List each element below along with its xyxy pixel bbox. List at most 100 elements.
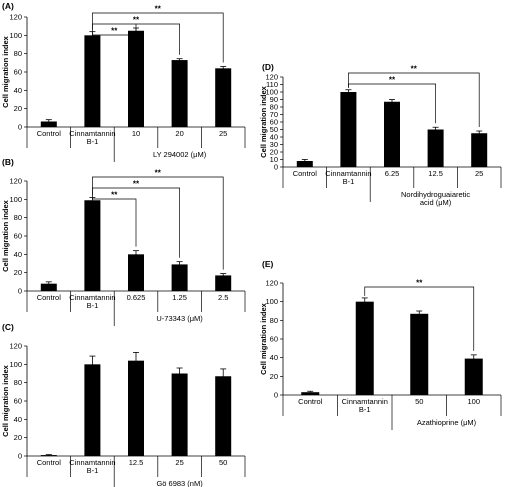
y-tick-label: 120 [9, 13, 22, 22]
category-label: 0.625 [127, 293, 146, 302]
panel-label: (E) [262, 259, 274, 269]
category-label: 50 [219, 458, 227, 467]
bar-4 [215, 376, 232, 456]
significance-bracket [92, 195, 137, 247]
y-tick-label: 60 [270, 118, 278, 127]
bar-0 [296, 161, 313, 167]
group-label: LY 294002 (μM) [153, 150, 207, 159]
y-tick-label: 0 [18, 452, 22, 461]
significance-bracket [348, 72, 480, 127]
bar-0 [40, 283, 57, 291]
y-axis-label: Cell migration index [259, 302, 268, 375]
category-label: Control [298, 397, 323, 406]
chart-panel-b: (B) Cell migration index 0 20 40 60 80 100 120 Co… [1, 157, 246, 326]
category-label: 25 [175, 458, 183, 467]
bar-0 [40, 121, 57, 127]
y-tick-label: 70 [270, 110, 278, 119]
y-tick-label: 80 [14, 49, 22, 58]
bar-3 [464, 358, 483, 395]
bar-1 [355, 301, 374, 395]
significance-label: ** [133, 180, 140, 189]
bar-4 [471, 133, 488, 167]
y-tick-label: 90 [270, 95, 278, 104]
y-axis-label: Cell migration index [1, 35, 10, 108]
bar-3 [171, 373, 188, 456]
category-label: B-1 [87, 137, 99, 146]
category-label: 25 [475, 169, 483, 178]
y-tick-label: 50 [270, 125, 278, 134]
y-tick-label: 100 [9, 195, 22, 204]
category-label: Cinnamtannin [325, 169, 371, 178]
bar-2 [128, 30, 144, 127]
y-tick-label: 0 [18, 123, 22, 132]
bar-4 [215, 275, 232, 291]
category-label: B-1 [87, 301, 99, 310]
bar-0 [301, 392, 320, 395]
significance-label: ** [111, 27, 118, 36]
y-tick-label: 60 [14, 397, 22, 406]
category-label: 25 [219, 129, 227, 138]
category-label: B-1 [359, 405, 371, 414]
category-label: Cinnamtannin [69, 458, 115, 467]
y-tick-label: 80 [14, 213, 22, 222]
y-axis-label: Cell migration index [1, 364, 10, 437]
y-tick-label: 0 [274, 163, 278, 172]
chart-panel-a: (A) Cell migration index 0 20 40 60 80 100 120 Co… [1, 1, 246, 162]
significance-label: ** [389, 76, 396, 85]
bar-1 [84, 200, 101, 291]
bar-1 [84, 35, 101, 128]
category-label: Control [37, 458, 62, 467]
y-tick-label: 40 [14, 415, 22, 424]
bar-4 [215, 68, 232, 127]
y-tick-label: 120 [9, 342, 22, 351]
y-tick-label: 30 [270, 140, 278, 149]
category-label: B-1 [343, 177, 355, 186]
significance-label: ** [133, 16, 140, 25]
bar-3 [171, 264, 188, 291]
significance-label: ** [155, 5, 162, 14]
category-label: 10 [132, 129, 140, 138]
y-tick-label: 20 [270, 148, 278, 157]
category-label: Control [293, 169, 318, 178]
significance-bracket [92, 12, 224, 63]
y-tick-label: 100 [9, 360, 22, 369]
category-label: 6.25 [385, 169, 400, 178]
category-label: Cinnamtannin [69, 129, 115, 138]
y-tick-label: 40 [14, 86, 22, 95]
category-label: 12.5 [428, 169, 443, 178]
significance-label: ** [155, 169, 162, 178]
y-tick-label: 100 [265, 88, 278, 97]
bar-3 [427, 129, 444, 167]
chart-panel-e: (E) Cell migration index 0 20 40 60 80 100 120 Co… [259, 259, 502, 430]
significance-bracket [92, 24, 137, 36]
bar-1 [84, 364, 101, 456]
category-label: Cinnamtannin [69, 293, 115, 302]
category-label: Cinnamtannin [342, 397, 388, 406]
bar-1 [340, 92, 357, 167]
bar-0 [40, 455, 57, 456]
category-label: 50 [415, 397, 423, 406]
group-label: Nordihydroguaiaretic [401, 190, 470, 199]
y-tick-label: 110 [266, 80, 278, 89]
y-tick-label: 120 [9, 177, 22, 186]
y-tick-label: 20 [14, 433, 22, 442]
y-tick-label: 100 [9, 31, 22, 40]
significance-label: ** [416, 279, 423, 288]
y-tick-label: 80 [270, 316, 278, 325]
significance-bracket [364, 286, 475, 351]
panel-label: (D) [262, 62, 274, 72]
y-axis-label: Cell migration index [259, 85, 268, 158]
y-tick-label: 0 [274, 391, 278, 400]
category-label: 2.5 [218, 293, 228, 302]
category-label: Control [37, 129, 62, 138]
y-tick-label: 20 [14, 104, 22, 113]
significance-label: ** [411, 65, 418, 74]
y-tick-label: 0 [18, 287, 22, 296]
significance-bracket [92, 176, 224, 270]
category-label: B-1 [87, 466, 99, 475]
chart-panel-d: (D) Cell migration index 01020304050607080… [259, 62, 502, 207]
bar-2 [410, 313, 429, 395]
group-label: acid (μM) [420, 198, 452, 207]
category-label: 100 [467, 397, 480, 406]
